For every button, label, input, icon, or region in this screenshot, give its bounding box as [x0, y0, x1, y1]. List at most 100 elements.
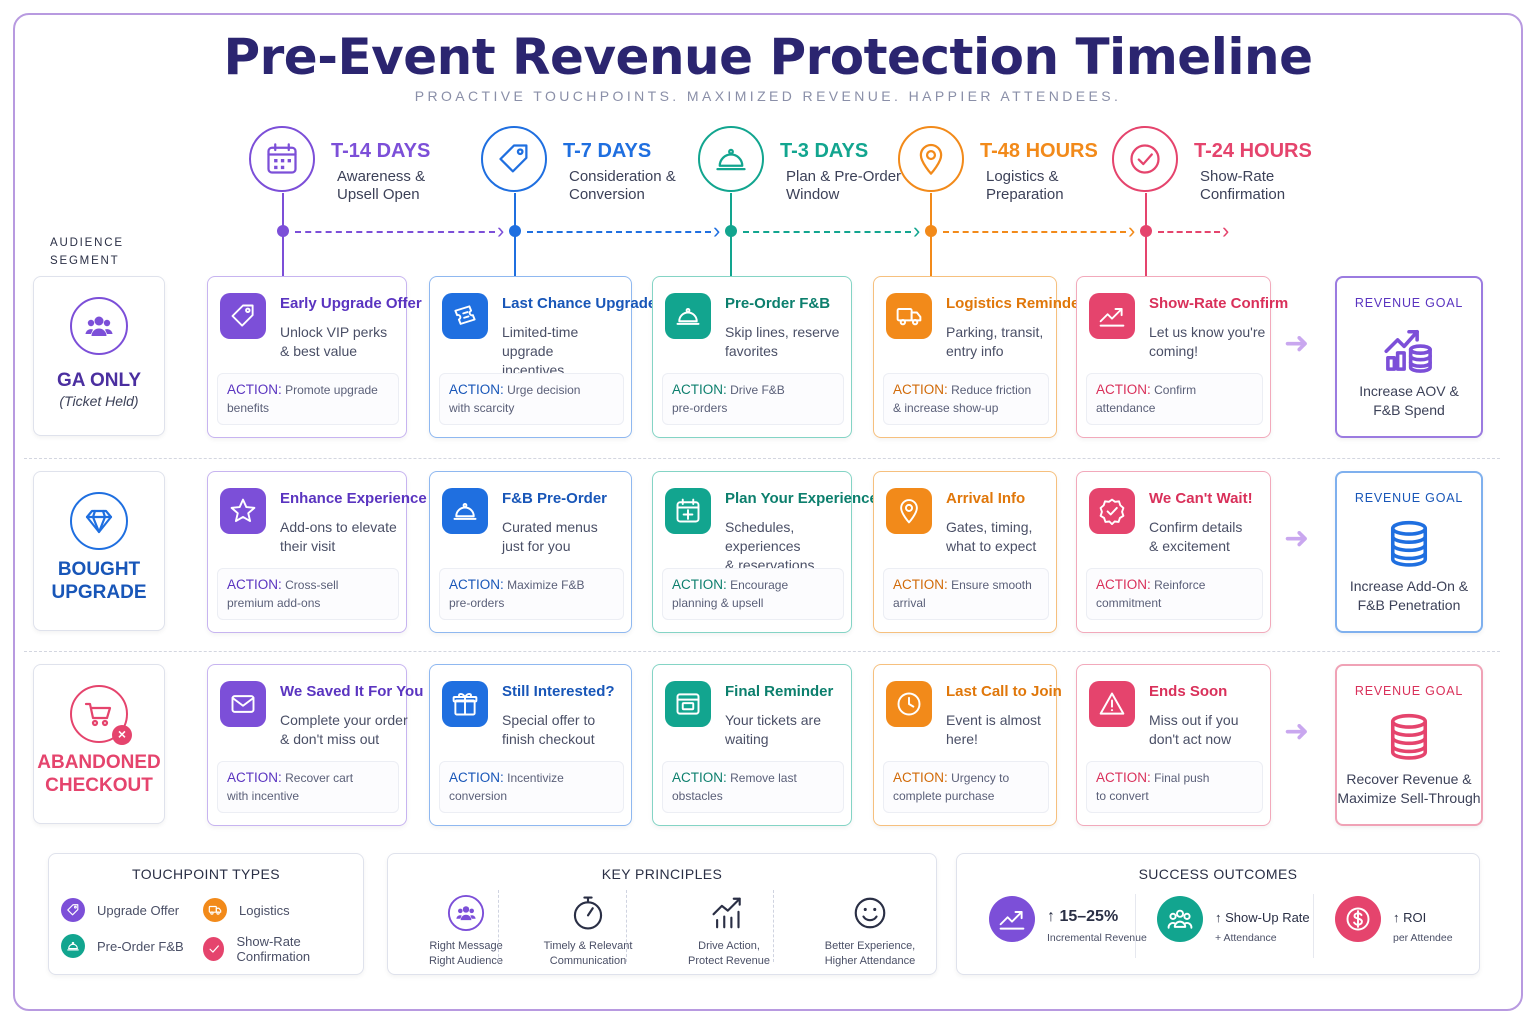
- revenue-goal-label: REVENUE GOAL: [1354, 491, 1464, 505]
- card-description-line: & excitement: [1149, 538, 1230, 554]
- action-label: ACTION:: [893, 577, 948, 592]
- action-text: Maximize F&B: [507, 578, 585, 592]
- stopwatch-icon: [520, 894, 656, 937]
- action-text: Cross-sell: [285, 578, 339, 592]
- touchpoint-card[interactable]: Early Upgrade Offer Unlock VIP perks & bes…: [207, 276, 422, 438]
- action-label: ACTION:: [893, 382, 948, 397]
- touchpoint-card[interactable]: Enhance Experience Add-ons to elevate thei…: [207, 471, 427, 633]
- phase-subtitle-line: Logistics &: [986, 168, 1059, 185]
- arrow-right-icon: ➜: [1284, 715, 1310, 748]
- touchpoint-card[interactable]: Final Reminder Your tickets are waiting ACT…: [652, 664, 852, 826]
- touchpoint-card[interactable]: We Saved It For You Complete your order & …: [207, 664, 423, 826]
- card-description-line: entry info: [946, 343, 1004, 359]
- action-label: ACTION:: [449, 770, 504, 785]
- principle-line: Better Experience,: [824, 940, 916, 952]
- timeline-dash: [295, 231, 495, 233]
- action-line: ACTION: Recover cart: [227, 769, 389, 787]
- phase-subtitle-line: Awareness &: [337, 168, 426, 185]
- star-icon: [220, 488, 266, 534]
- card-description: Complete your order & don't miss out: [280, 711, 410, 749]
- touchpoint-card[interactable]: We Can't Wait! Confirm details & excitemen…: [1076, 471, 1271, 633]
- touchpoint-card[interactable]: F&B Pre-Order Curated menus just for you AC…: [429, 471, 632, 633]
- card-description: Schedules, experiences & reservations: [725, 518, 855, 575]
- touchpoint-card[interactable]: Still Interested? Special offer to finish …: [429, 664, 632, 826]
- segment-name-line: UPGRADE: [51, 582, 147, 603]
- principle-line: Communication: [549, 955, 627, 967]
- card-description-line: Event is almost: [946, 712, 1041, 728]
- arrow-right-icon: ➜: [1284, 327, 1310, 360]
- page-subtitle: PROACTIVE TOUCHPOINTS. MAXIMIZED REVENUE…: [414, 88, 1122, 104]
- action-label: ACTION:: [893, 770, 948, 785]
- principle-text: Drive Action, Protect Revenue: [661, 939, 797, 969]
- touchpoint-card[interactable]: Last Chance Upgrade Limited-time upgrade i…: [429, 276, 656, 438]
- outcome-value: ↑ Show-Up Rate: [1215, 910, 1310, 925]
- segment-name: GA ONLY: [34, 369, 164, 392]
- action-text: planning & upsell: [672, 596, 764, 610]
- card-action: ACTION: Final push to convert: [1086, 761, 1263, 813]
- card-description-line: Parking, transit,: [946, 324, 1044, 340]
- action-text: & increase show-up: [893, 401, 999, 415]
- card-description-line: Add-ons to elevate: [280, 519, 397, 535]
- outcome-value: ↑ 15–25%: [1047, 908, 1119, 925]
- card-description-line: finish checkout: [502, 731, 595, 747]
- map-pin-icon: [898, 126, 964, 192]
- action-label: ACTION:: [1096, 577, 1151, 592]
- touchpoint-card[interactable]: Show-Rate Confirm Let us know you're comin…: [1076, 276, 1288, 438]
- card-description: Add-ons to elevate their visit: [280, 518, 410, 556]
- coins-icon: [1383, 517, 1435, 569]
- badge-check-icon: [1089, 488, 1135, 534]
- action-text: Reinforce: [1154, 578, 1206, 592]
- action-text: Encourage: [730, 578, 789, 592]
- timeline-dot: [925, 225, 937, 237]
- touchpoint-card[interactable]: Logistics Reminder Parking, transit, entry…: [873, 276, 1085, 438]
- action-line: ACTION: Promote upgrade: [227, 381, 389, 399]
- principle-line: Drive Action,: [698, 940, 760, 952]
- touchpoint-card[interactable]: Arrival Info Gates, timing, what to expect…: [873, 471, 1057, 633]
- revenue-goal-card: REVENUE GOAL Increase AOV & F&B Spend: [1335, 276, 1483, 438]
- phase-subtitle-line: Upsell Open: [337, 186, 420, 203]
- card-description-line: Complete your order: [280, 712, 408, 728]
- audience-segment-label: AUDIENCE SEGMENT: [50, 237, 124, 267]
- card-description-line: Your tickets are: [725, 712, 821, 728]
- principle-line: Timely & Relevant: [543, 940, 633, 952]
- card-title: Pre-Order F&B: [725, 295, 831, 312]
- row-divider: [24, 458, 1500, 459]
- touchpoint-types-title: TOUCHPOINT TYPES: [132, 866, 280, 882]
- card-title: Ends Soon: [1149, 683, 1228, 700]
- chevron-right-icon: ›: [497, 218, 505, 243]
- revenue-goal-line: Increase Add-On &: [1349, 578, 1469, 594]
- card-action: ACTION: Urgency to complete purchase: [883, 761, 1049, 813]
- card-description: Let us know you're coming!: [1149, 323, 1279, 361]
- phase-subtitle-line: Window: [786, 186, 840, 203]
- revenue-goal-text: Increase AOV & F&B Spend: [1337, 382, 1481, 420]
- card-description-line: Skip lines, reserve: [725, 324, 840, 340]
- card-description: Limited-time upgrade incentives: [502, 323, 632, 380]
- action-text: with incentive: [227, 789, 300, 803]
- group-icon: [1157, 896, 1203, 942]
- card-description-line: favorites: [725, 343, 778, 359]
- touchpoint-card[interactable]: Last Call to Join Event is almost here! ACT…: [873, 664, 1062, 826]
- phase-subtitle-line: Show-Rate: [1200, 168, 1275, 185]
- phase-title: T-24 HOURS: [1194, 140, 1312, 162]
- touchpoint-card[interactable]: Pre-Order F&B Skip lines, reserve favorite…: [652, 276, 852, 438]
- action-line: ACTION: Final push: [1096, 769, 1253, 787]
- action-line: ACTION: Reduce friction: [893, 381, 1039, 399]
- action-text: attendance: [1096, 401, 1156, 415]
- touchpoint-card[interactable]: Plan Your Experience Schedules, experienc…: [652, 471, 878, 633]
- card-description-line: coming!: [1149, 343, 1199, 359]
- card-description: Special offer to finish checkout: [502, 711, 632, 749]
- card-description: Event is almost here!: [946, 711, 1076, 749]
- cloche-icon: [442, 488, 488, 534]
- card-action: ACTION: Incentivize conversion: [439, 761, 624, 813]
- card-title: F&B Pre-Order: [502, 490, 608, 507]
- check-circle-icon: [1112, 126, 1178, 192]
- action-text: Remove last: [730, 771, 797, 785]
- clock-icon: [886, 681, 932, 727]
- action-text: with scarcity: [449, 401, 515, 415]
- map-pin-icon: [886, 488, 932, 534]
- legend-item: Upgrade Offer: [61, 898, 179, 922]
- touchpoint-card[interactable]: Ends Soon Miss out if you don't act now ACT…: [1076, 664, 1271, 826]
- action-label: ACTION:: [672, 577, 727, 592]
- phase-subtitle: Awareness & Upsell Open: [337, 168, 425, 204]
- check-icon: [203, 937, 225, 961]
